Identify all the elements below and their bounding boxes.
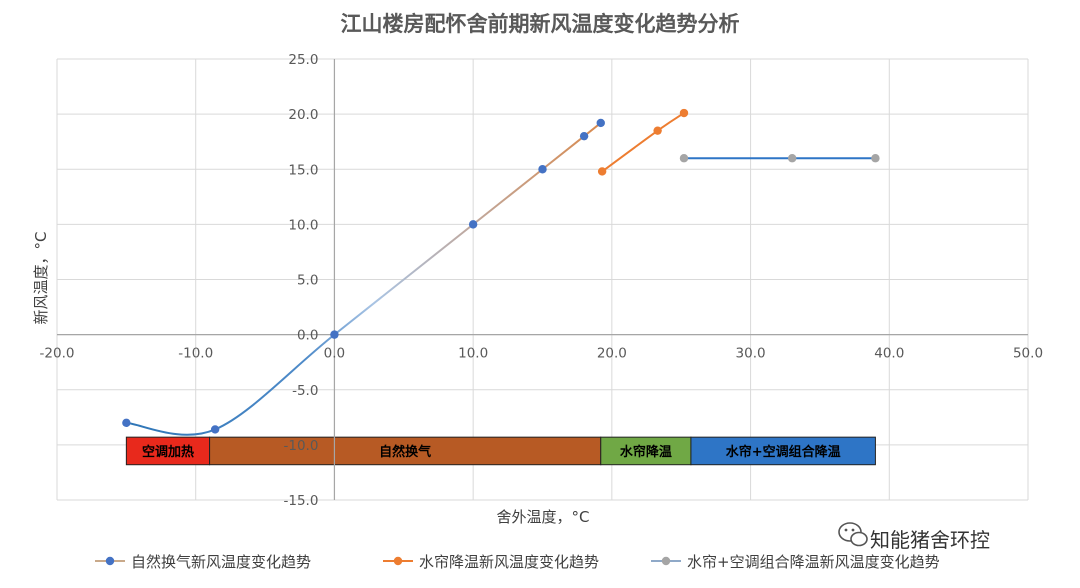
axes [57,59,1028,500]
y-tick-label: 10.0 [288,217,318,233]
x-axis-label: 舍外温度，°C [497,508,590,526]
legend-item: 自然换气新风温度变化趋势 [95,553,311,571]
tick-labels: -20.0 -10.0 0.0 10.0 20.0 30.0 40.0 50.0 25.0 20.… [40,52,1044,509]
y-tick-label: 0.0 [297,328,318,344]
data-point [679,108,689,118]
x-tick-label: -10.0 [178,346,213,362]
y-tick-label: -5.0 [292,383,318,399]
watermark: 知能猪舍环控 [838,522,990,552]
x-tick-label: 30.0 [736,346,766,362]
x-tick-label: 20.0 [597,346,627,362]
phase-label: 水帘降温 [620,444,672,460]
data-point [122,418,131,428]
y-tick-label: -10.0 [283,438,318,454]
x-tick-label: 50.0 [1013,346,1043,362]
legend-item: 水帘降温新风温度变化趋势 [383,553,599,571]
data-point [468,220,478,229]
y-tick-label: 25.0 [288,52,318,68]
y-tick-label: -15.0 [283,493,318,509]
y-tick-label: 15.0 [288,162,318,178]
y-tick-label: 5.0 [297,273,318,289]
data-point [653,126,662,135]
legend-item: 水帘+空调组合降温新风温度变化趋势 [651,553,940,571]
data-point [596,118,605,128]
x-tick-label: 0.0 [324,346,345,362]
phase-block [690,436,876,466]
data-point [330,330,339,339]
legend-label: 水帘+空调组合降温新风温度变化趋势 [687,553,940,571]
phase-block [600,436,692,466]
phase-label: 空调加热 [142,444,194,460]
x-tick-label: 40.0 [874,346,904,362]
phase-label: 水帘+空调组合降温 [726,444,841,460]
y-tick-label: 20.0 [288,107,318,123]
watermark-text: 知能猪舍环控 [870,528,990,552]
legend-marker [661,556,671,566]
data-point [787,154,797,163]
phase-block [125,436,211,466]
wechat-icon [838,522,868,547]
phase-block [209,436,602,466]
series-line-water-curtain [601,112,685,173]
legend-marker [393,556,403,566]
legend: 自然换气新风温度变化趋势 水帘降温新风温度变化趋势 水帘+空调组合降温新风温度变化趋… [95,553,940,571]
data-point [579,131,589,141]
series-lines [126,112,876,436]
legend-label: 水帘降温新风温度变化趋势 [419,553,599,571]
data-point [538,165,547,174]
x-tick-label: -20.0 [40,346,75,362]
data-point [210,425,220,434]
phase-label: 自然换气 [379,444,431,460]
series-points [122,108,880,434]
data-point [871,154,880,163]
data-point [679,154,689,163]
phase-band: 空调加热 自然换气 水帘降温 水帘+空调组合降温 [125,436,876,466]
legend-marker [105,556,115,566]
x-tick-label: 10.0 [458,346,488,362]
data-point [597,167,607,176]
chart-title: 江山楼房配怀舍前期新风温度变化趋势分析 [341,12,740,36]
legend-label: 自然换气新风温度变化趋势 [131,553,311,571]
y-axis-label: 新风温度，°C [32,232,50,325]
